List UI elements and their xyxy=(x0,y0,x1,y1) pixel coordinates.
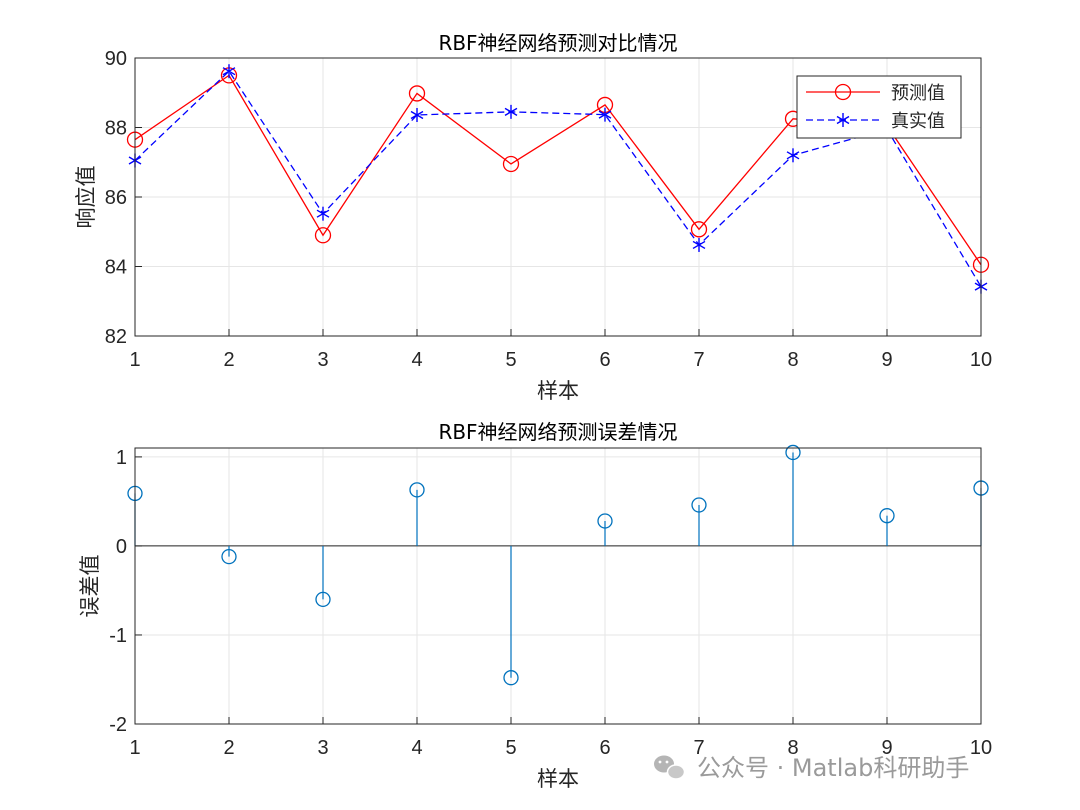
error-x-tick-label: 5 xyxy=(505,737,516,759)
wechat-icon xyxy=(654,755,686,780)
error-y-axis-label: 误差值 xyxy=(78,555,102,618)
error-stems xyxy=(127,444,989,686)
error-x-tick-label: 8 xyxy=(787,737,798,759)
error-stem-point xyxy=(785,444,801,461)
series-actual-point xyxy=(786,148,800,163)
error-x-tick-label: 10 xyxy=(970,737,992,759)
error-x-tick-label: 7 xyxy=(693,737,704,759)
series-predicted-point xyxy=(502,155,520,173)
error-y-tick-label: -1 xyxy=(109,625,127,647)
comparison-title: RBF神经网络预测对比情况 xyxy=(438,31,677,55)
error-y-tick-label: 1 xyxy=(116,447,127,469)
comparison-y-tick-label: 90 xyxy=(105,48,127,70)
comparison-x-tick-label: 3 xyxy=(317,349,328,371)
comparison-x-tick-label: 10 xyxy=(970,349,992,371)
series-actual-line xyxy=(134,70,982,287)
error-title: RBF神经网络预测误差情况 xyxy=(438,420,677,444)
error-x-tick-label: 6 xyxy=(599,737,610,759)
comparison-y-tick-label: 88 xyxy=(105,118,127,140)
comparison-x-tick-label: 2 xyxy=(223,349,234,371)
error-stem-point xyxy=(221,548,237,565)
error-stem-point xyxy=(691,497,707,513)
comparison-y-tick-label: 82 xyxy=(105,326,127,348)
series-predicted-point xyxy=(690,221,708,238)
error-stem-point xyxy=(597,513,613,529)
error-x-tick-label: 3 xyxy=(317,737,328,759)
error-x-axis-label: 样本 xyxy=(537,767,579,791)
comparison-y-ticks: 82 84 86 88 90 xyxy=(105,48,142,348)
error-stem-point xyxy=(503,670,519,686)
legend-marker-circle-icon xyxy=(834,83,852,101)
comparison-x-ticks: 1 2 3 4 5 6 7 8 9 10 xyxy=(129,329,992,371)
comparison-y-axis-label: 响应值 xyxy=(74,166,98,229)
watermark-text: 公众号 · Matlab科研助手 xyxy=(697,754,969,782)
legend-label-actual: 真实值 xyxy=(891,111,945,132)
error-stem-point xyxy=(409,482,425,498)
comparison-y-tick-label: 84 xyxy=(105,257,127,279)
error-y-tick-label: 0 xyxy=(116,536,127,558)
series-actual-point xyxy=(316,206,330,221)
error-stem-point xyxy=(879,508,895,524)
comparison-x-tick-label: 1 xyxy=(129,349,140,371)
watermark: 公众号 · Matlab科研助手 xyxy=(654,754,969,782)
legend-label-predicted: 预测值 xyxy=(891,83,945,104)
error-grid xyxy=(134,448,982,725)
error-stem-point xyxy=(315,591,331,608)
comparison-x-tick-label: 4 xyxy=(411,349,422,371)
error-y-tick-label: -2 xyxy=(109,714,127,736)
comparison-x-axis-label: 样本 xyxy=(537,379,579,403)
legend-box xyxy=(796,75,962,139)
error-x-ticks: 1 2 3 4 5 6 7 8 9 10 xyxy=(129,717,992,759)
error-axes-box xyxy=(134,447,982,725)
legend-marker-asterisk-icon xyxy=(836,113,850,127)
series-actual-point xyxy=(222,64,236,79)
error-x-tick-label: 4 xyxy=(411,737,422,759)
series-actual-point xyxy=(410,107,424,122)
comparison-y-tick-label: 86 xyxy=(105,187,127,209)
error-chart: 1 2 3 4 5 6 7 8 9 10 -2 -1 0 1 RBF神经网络预测误差情况 样本 误差值 xyxy=(78,420,992,791)
series-predicted-point xyxy=(408,85,426,102)
series-actual-point xyxy=(504,104,518,119)
error-x-tick-label: 2 xyxy=(223,737,234,759)
legend: 预测值 真实值 xyxy=(796,75,962,139)
error-y-ticks: -2 -1 0 1 xyxy=(109,447,142,736)
comparison-x-tick-label: 9 xyxy=(881,349,892,371)
comparison-x-tick-label: 7 xyxy=(693,349,704,371)
series-actual-point xyxy=(598,107,612,122)
series-actual-point xyxy=(692,237,706,252)
error-x-tick-label: 9 xyxy=(881,737,892,759)
series-predicted-point xyxy=(314,227,332,244)
error-x-tick-label: 1 xyxy=(129,737,140,759)
comparison-x-tick-label: 6 xyxy=(599,349,610,371)
comparison-x-tick-label: 5 xyxy=(505,349,516,371)
comparison-x-tick-label: 8 xyxy=(787,349,798,371)
